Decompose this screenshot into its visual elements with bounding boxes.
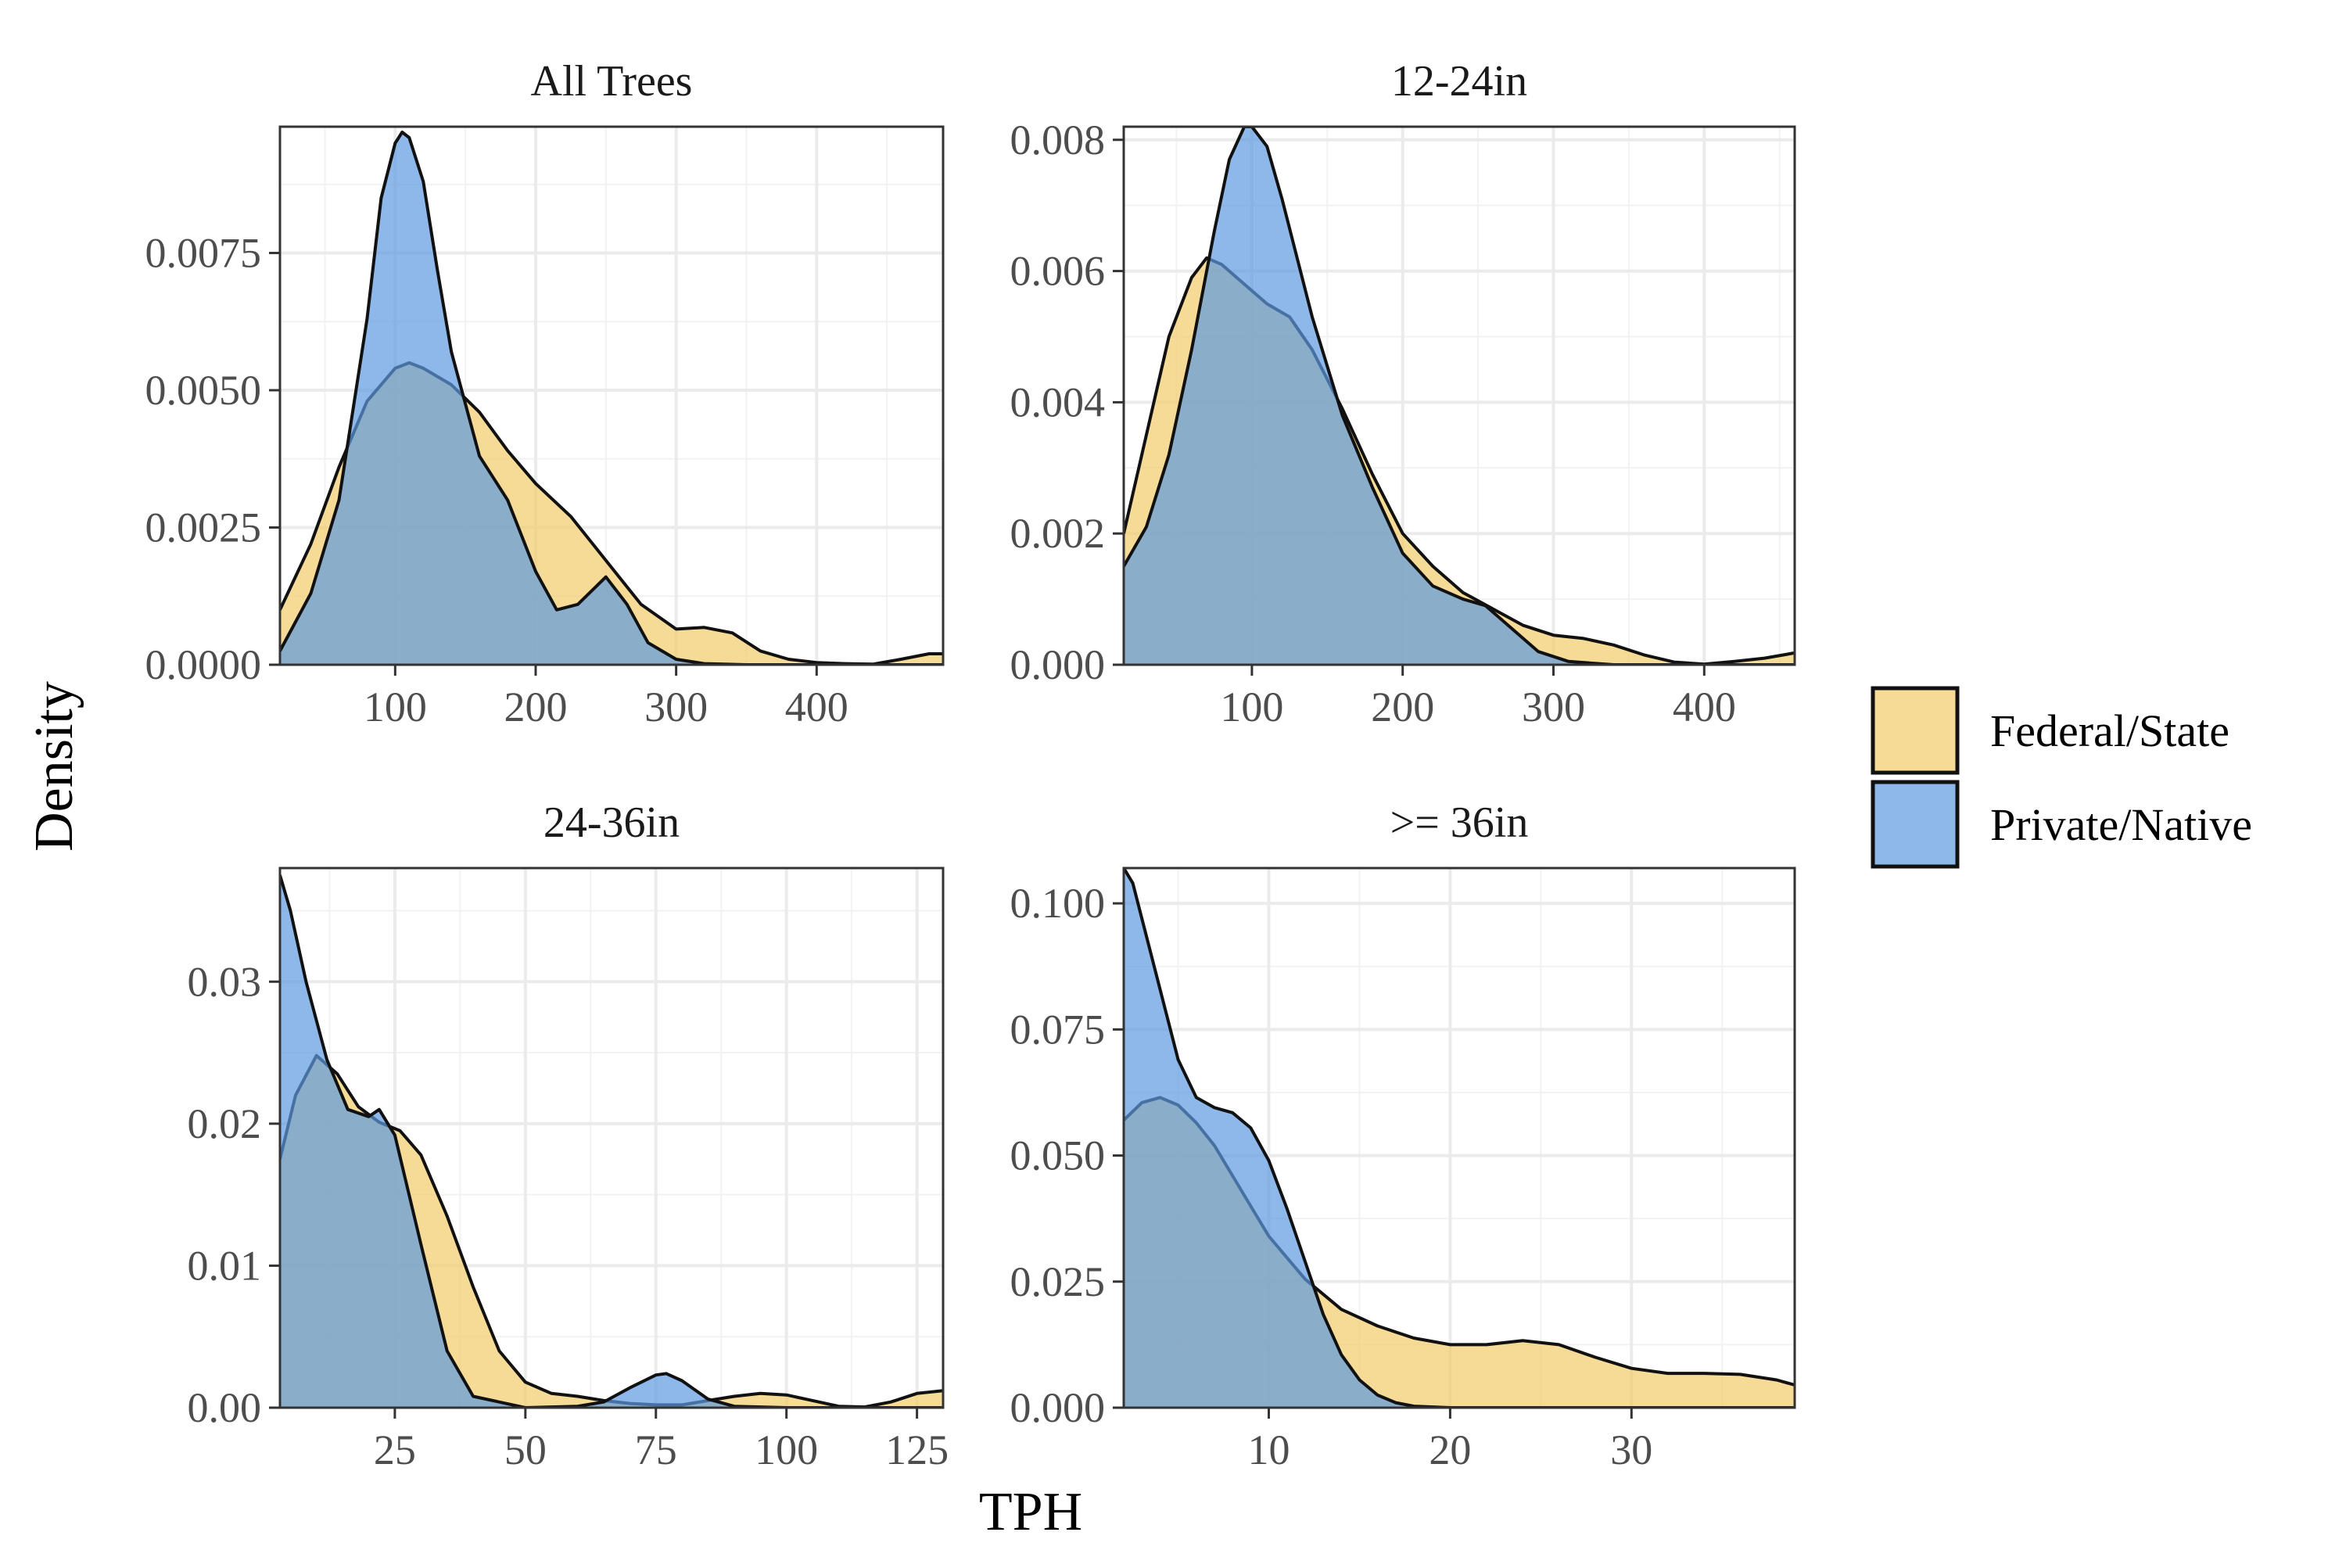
- x-tick-label: 400: [1673, 684, 1736, 730]
- x-tick-label: 300: [1522, 684, 1585, 730]
- legend-key-federal-state: [1871, 686, 1960, 775]
- panel-border: [1122, 125, 1796, 666]
- legend-label: Private/Native: [1990, 799, 2252, 850]
- y-tick-label: 0.0025: [145, 504, 262, 551]
- density-area-private-native: [1124, 127, 1795, 665]
- x-tick-label: 125: [885, 1426, 949, 1473]
- density-line-private-native: [280, 874, 943, 1408]
- y-tick-label: 0.000: [1010, 1384, 1106, 1431]
- panel-title: 24-36in: [543, 798, 680, 847]
- x-tick-label: 300: [644, 684, 708, 730]
- y-tick-label: 0.025: [1010, 1258, 1106, 1305]
- y-tick-label: 0.050: [1010, 1132, 1106, 1179]
- x-axis-title: TPH: [979, 1482, 1082, 1542]
- panel-border: [1122, 867, 1796, 1409]
- x-tick-label: 50: [504, 1426, 547, 1473]
- y-tick-label: 0.002: [1010, 510, 1106, 557]
- x-tick-label: 100: [755, 1426, 818, 1473]
- y-tick-label: 0.100: [1010, 880, 1106, 927]
- x-tick-label: 200: [504, 684, 567, 730]
- x-tick-label: 75: [635, 1426, 677, 1473]
- x-tick-label: 100: [364, 684, 427, 730]
- density-line-private-native: [1124, 127, 1795, 665]
- x-tick-label: 200: [1371, 684, 1434, 730]
- y-tick-label: 0.02: [188, 1100, 262, 1147]
- y-tick-label: 0.03: [188, 958, 262, 1005]
- panel-2: 12-24in 100 200 300 400 0.000 0.002 0.004 0.006 0…: [1010, 57, 1796, 730]
- panel-3: 24-36in 25 50 75 100 125 0.00 0.01 0.02 0.03: [188, 798, 949, 1473]
- y-axis-title: Density: [24, 681, 84, 852]
- y-tick-label: 0.006: [1010, 248, 1106, 295]
- panel-title: >= 36in: [1390, 798, 1529, 847]
- legend: Federal/State Private/Native: [1871, 686, 2252, 869]
- density-line-federal-state: [280, 1053, 943, 1408]
- y-tick-label: 0.0050: [145, 367, 262, 414]
- density-area-private-native: [1124, 868, 1795, 1408]
- x-tick-label: 100: [1220, 684, 1283, 730]
- density-area-private-native: [280, 132, 943, 665]
- x-tick-label: 30: [1610, 1426, 1652, 1473]
- panel-border: [278, 867, 945, 1409]
- density-area-federal-state: [280, 1055, 943, 1408]
- x-tick-label: 400: [785, 684, 848, 730]
- legend-label: Federal/State: [1990, 705, 2229, 756]
- y-tick-label: 0.0075: [145, 229, 262, 276]
- panel-title: All Trees: [531, 57, 693, 106]
- panel-1: All Trees 100 200 300 400 0.0000 0.0025 0.0050 0…: [145, 57, 945, 730]
- x-tick-label: 20: [1429, 1426, 1471, 1473]
- y-tick-label: 0.000: [1010, 641, 1106, 688]
- legend-key-private-native: [1871, 780, 1960, 869]
- panel-4: >= 36in 10 20 30 0.000 0.025 0.050 0.075 0.100: [1010, 798, 1796, 1473]
- panel-border: [278, 125, 945, 666]
- x-tick-label: 10: [1248, 1426, 1290, 1473]
- y-tick-label: 0.004: [1010, 379, 1106, 425]
- y-tick-label: 0.008: [1010, 117, 1106, 163]
- density-line-private-native: [1124, 868, 1795, 1408]
- y-tick-label: 0.01: [188, 1242, 262, 1289]
- panel-title: 12-24in: [1391, 57, 1527, 106]
- density-area-private-native: [280, 875, 943, 1408]
- y-tick-label: 0.00: [188, 1384, 262, 1431]
- density-line-private-native: [280, 131, 943, 665]
- x-tick-label: 25: [374, 1426, 416, 1473]
- y-tick-label: 0.0000: [145, 641, 262, 688]
- y-tick-label: 0.075: [1010, 1006, 1106, 1053]
